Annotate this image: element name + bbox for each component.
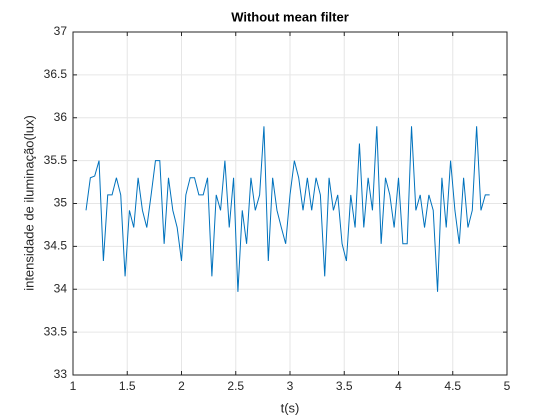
x-tick-label: 2 [178, 379, 185, 393]
y-tick-label: 35 [54, 196, 68, 210]
y-tick-label: 37 [54, 24, 68, 38]
x-tick-label: 2.5 [227, 379, 244, 393]
x-tick-label: 4.5 [444, 379, 461, 393]
chart-title: Without mean filter [231, 9, 349, 24]
y-tick-label: 36 [54, 110, 68, 124]
x-axis-label: t(s) [281, 400, 300, 415]
y-tick-label: 35.5 [44, 153, 68, 167]
data-line [85, 126, 490, 292]
y-axis-label: intensidade de iluminação(lux) [21, 115, 36, 291]
x-tick-label: 1 [70, 379, 77, 393]
x-tick-label: 1.5 [119, 379, 136, 393]
axes-box [72, 31, 508, 376]
y-tick-label: 33 [54, 367, 68, 381]
x-tick-label: 4 [395, 379, 402, 393]
y-tick-label: 36.5 [44, 67, 68, 81]
y-tick-label: 33.5 [44, 324, 68, 338]
x-tick-label: 3.5 [336, 379, 353, 393]
y-tick-label: 34.5 [44, 239, 68, 253]
x-tick-label: 3 [287, 379, 294, 393]
y-tick-label: 34 [54, 281, 68, 295]
x-tick-label: 5 [504, 379, 511, 393]
